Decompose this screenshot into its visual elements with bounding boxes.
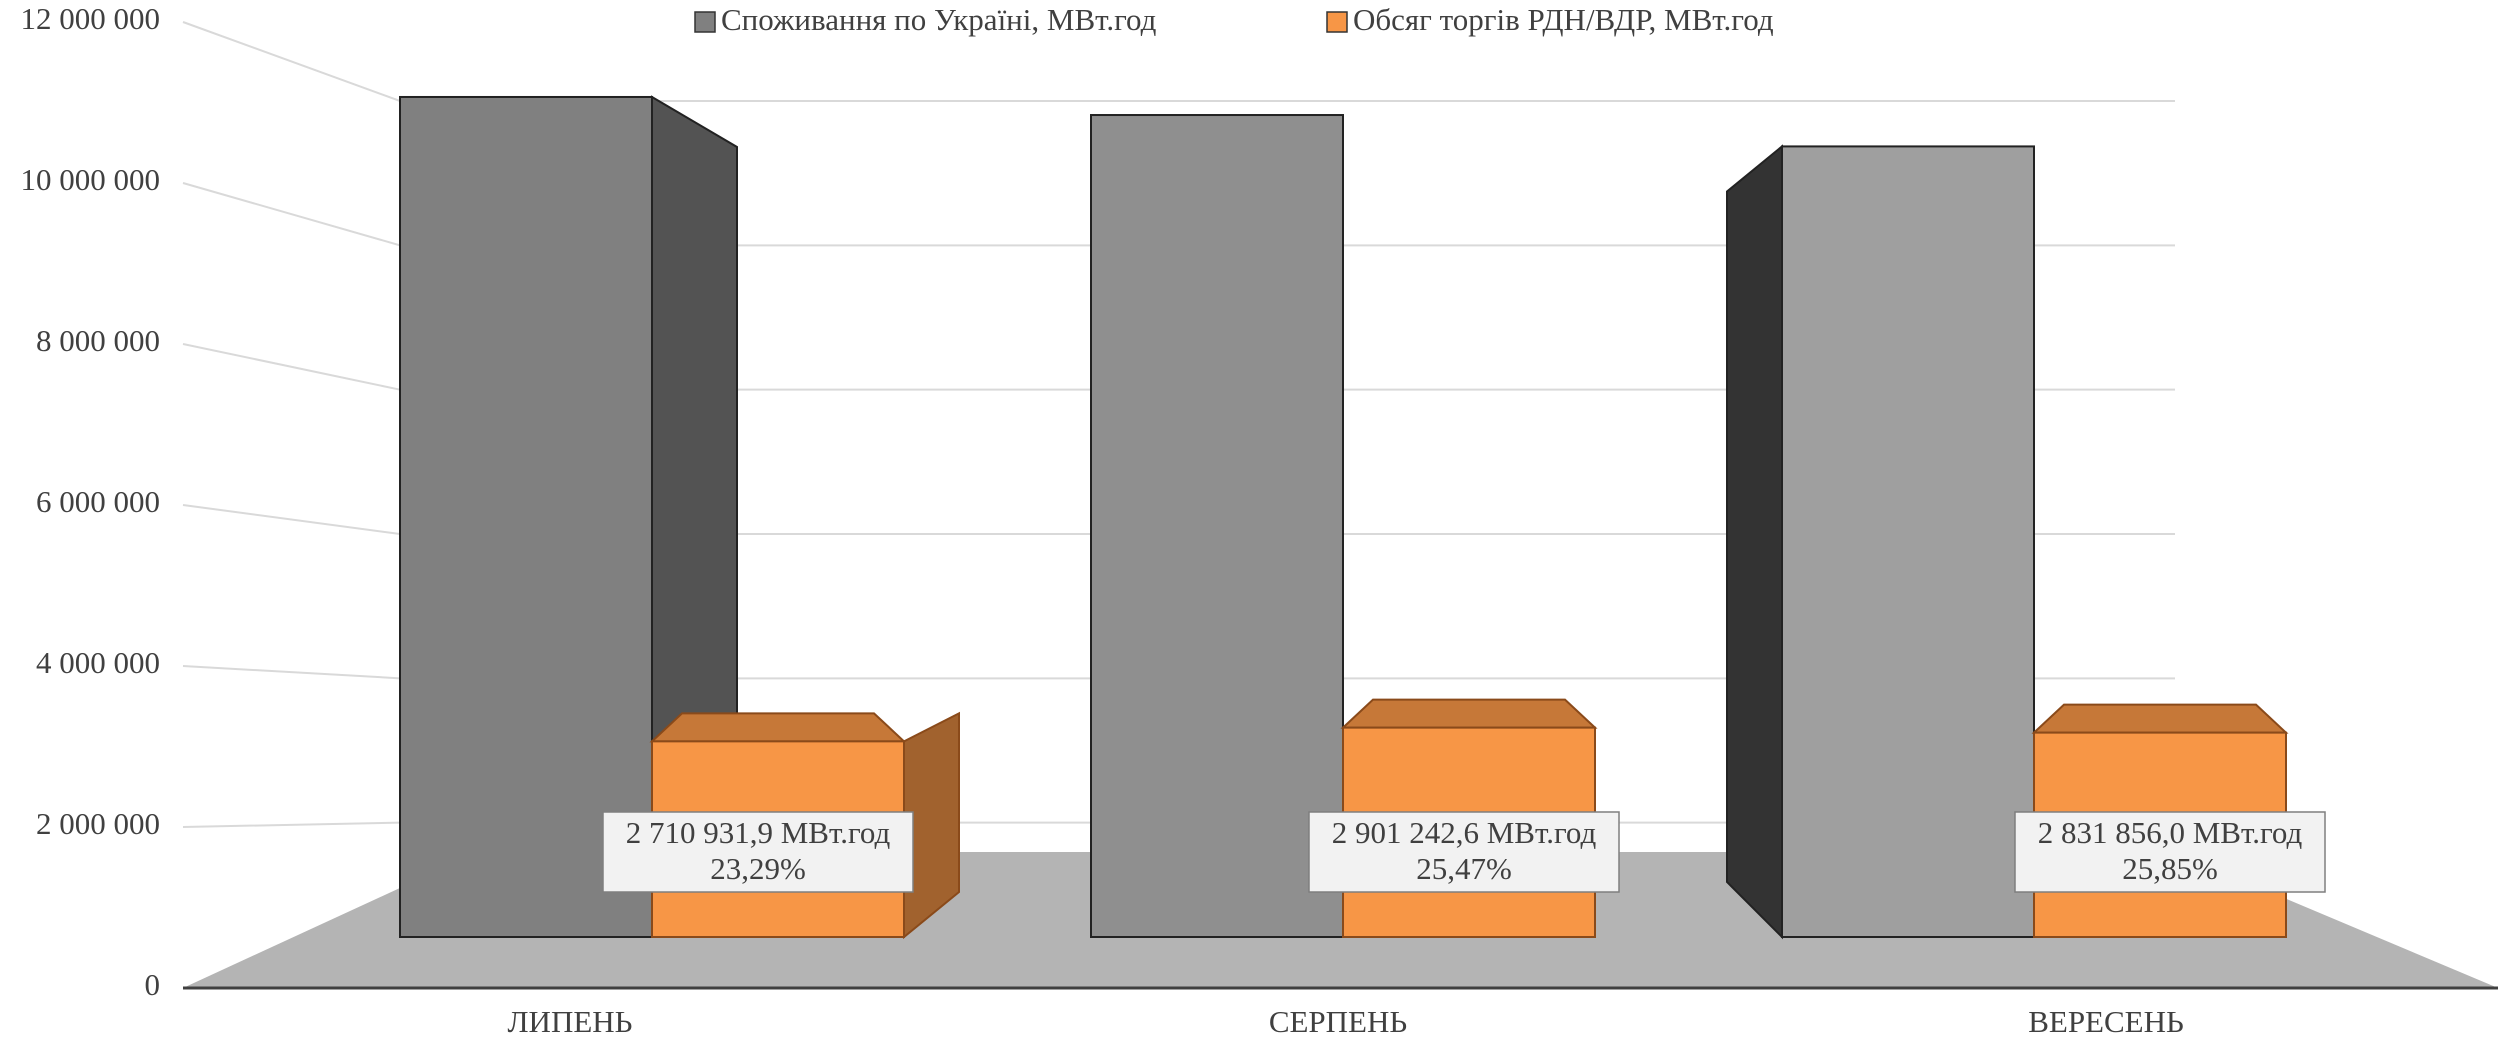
data-label-box bbox=[1308, 811, 1620, 893]
data-label: 2 831 856,0 МВт.год bbox=[2038, 815, 2303, 850]
x-tick-label: ВЕРЕСЕНЬ bbox=[2028, 1004, 2184, 1039]
y-tick-label: 10 000 000 bbox=[21, 162, 161, 197]
bar bbox=[399, 95, 653, 939]
y-tick-label: 6 000 000 bbox=[36, 484, 160, 519]
bar bbox=[1781, 145, 2035, 938]
y-tick-label: 12 000 000 bbox=[21, 1, 161, 36]
data-label-box bbox=[602, 811, 914, 893]
grid-line bbox=[182, 21, 2175, 102]
data-label-percent: 23,29% bbox=[710, 851, 806, 886]
y-tick-label: 4 000 000 bbox=[36, 645, 160, 680]
x-tick-label: ЛИПЕНЬ bbox=[508, 1004, 633, 1039]
bar-side bbox=[1726, 144, 1783, 940]
data-label: 2 901 242,6 МВт.год bbox=[1332, 815, 1597, 850]
bar-top bbox=[1340, 698, 1598, 729]
data-label: 2 710 931,9 МВт.год bbox=[626, 815, 891, 850]
legend-swatch bbox=[694, 11, 716, 33]
legend-swatch bbox=[1326, 11, 1348, 33]
bar bbox=[1090, 114, 1344, 938]
y-tick-label: 0 bbox=[145, 967, 161, 1002]
data-label-percent: 25,85% bbox=[2122, 851, 2218, 886]
data-label-percent: 25,47% bbox=[1416, 851, 1512, 886]
y-tick-label: 2 000 000 bbox=[36, 806, 160, 841]
data-label-box bbox=[2014, 811, 2326, 893]
legend-label: Обсяг торгів РДН/ВДР, МВт.год bbox=[1353, 2, 1774, 37]
x-tick-label: СЕРПЕНЬ bbox=[1269, 1004, 1407, 1039]
bar-top bbox=[2031, 703, 2289, 734]
legend-label: Споживання по Україні, МВт.год bbox=[721, 2, 1157, 37]
bar-top bbox=[649, 712, 907, 743]
y-tick-label: 8 000 000 bbox=[36, 323, 160, 358]
